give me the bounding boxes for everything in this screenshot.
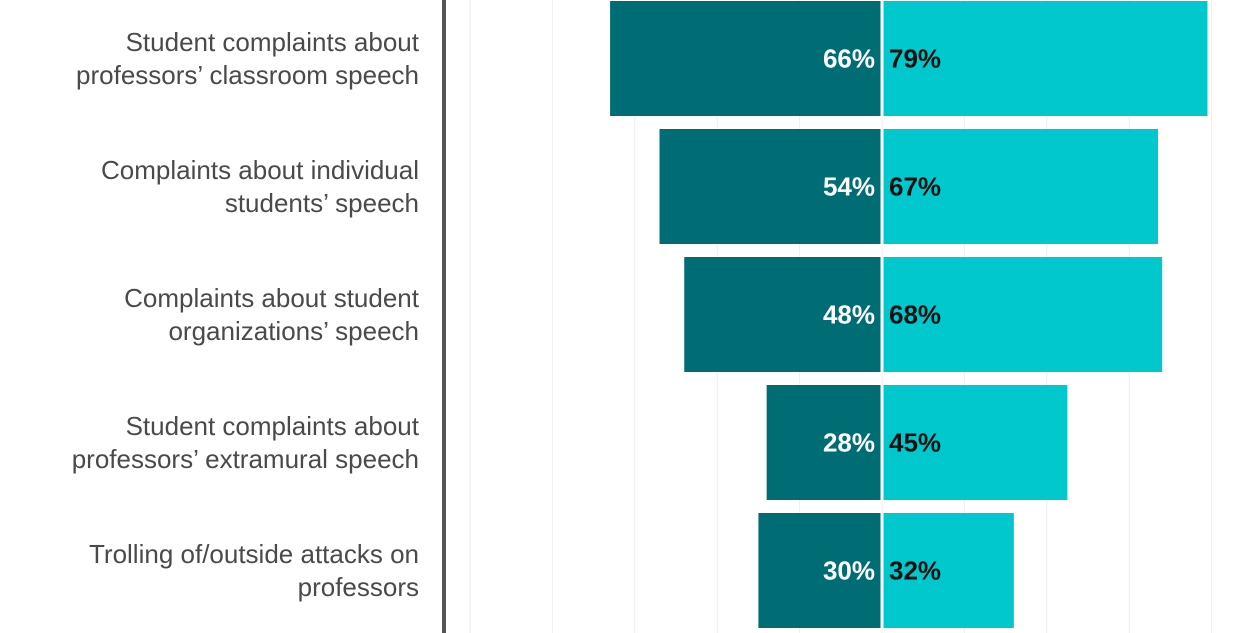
category-label-line: Complaints about individual (101, 155, 419, 185)
category-label-line: students’ speech (225, 188, 419, 218)
data-label-right: 79% (889, 44, 941, 74)
data-label-right: 32% (889, 556, 941, 586)
data-label-right: 68% (889, 300, 941, 330)
category-label-line: Complaints about student (124, 283, 420, 313)
category-label-line: professors’ classroom speech (76, 60, 419, 90)
category-label-line: organizations’ speech (168, 316, 419, 346)
bar-left (766, 385, 881, 500)
category-label-line: Student complaints about (126, 411, 420, 441)
bar-left (610, 1, 881, 116)
bar-left (758, 513, 881, 628)
data-label-left: 28% (823, 428, 875, 458)
category-labels: Student complaints about professors’ clas… (72, 27, 420, 602)
category-label-line: professors’ extramural speech (72, 444, 419, 474)
data-label-left: 48% (823, 300, 875, 330)
bars: 66% 79% 54% 67% 48% 68% 28% 45% 30% 32% (610, 1, 1208, 628)
bar-right (883, 385, 1068, 500)
data-label-left: 54% (823, 172, 875, 202)
category-label-line: Trolling of/outside attacks on (89, 539, 419, 569)
data-label-right: 45% (889, 428, 941, 458)
category-label: Student complaints about professors’ extr… (72, 411, 420, 474)
bar-right (883, 1, 1208, 116)
bar-right (883, 513, 1014, 628)
category-label: Complaints about student organizations’ s… (124, 283, 420, 346)
data-label-left: 30% (823, 556, 875, 586)
bar-right (883, 257, 1163, 372)
category-label: Complaints about individual students’ spe… (101, 155, 419, 218)
bar-left (684, 257, 881, 372)
category-label-line: Student complaints about (126, 27, 420, 57)
data-label-right: 67% (889, 172, 941, 202)
category-label: Student complaints about professors’ clas… (76, 27, 420, 90)
bar-left (659, 129, 881, 244)
data-label-left: 66% (823, 44, 875, 74)
category-label-line: professors (298, 572, 419, 602)
category-label: Trolling of/outside attacks on professors (89, 539, 419, 602)
bar-right (883, 129, 1159, 244)
